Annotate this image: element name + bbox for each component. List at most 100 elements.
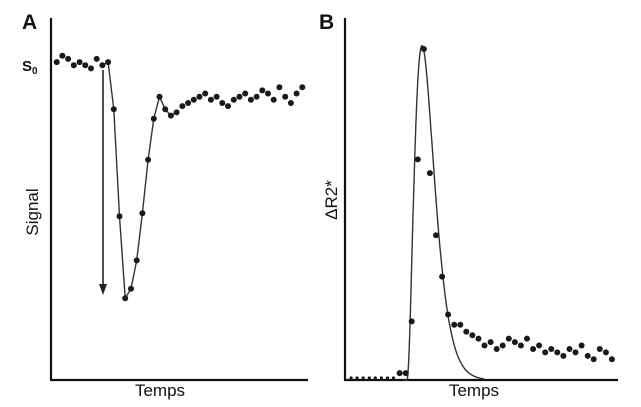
panel-a-data-point (162, 106, 169, 113)
panel-a-data-point (88, 65, 94, 72)
panel-b-data-point (451, 321, 458, 328)
panel-b-data-point (475, 335, 482, 342)
panel-b-data-point (420, 46, 427, 52)
panel-b-data-point (391, 376, 396, 380)
panel-b-data-point (373, 376, 377, 380)
panel-a-data-point (93, 55, 100, 62)
panel-a-data-point (207, 96, 214, 103)
panel-a-data-point (110, 106, 117, 113)
panel-b-data-point (408, 318, 415, 325)
panel-a-data-point (276, 84, 283, 91)
panel-b-letter: B (319, 11, 334, 34)
panel-b-data-point (433, 232, 439, 239)
panel-a-data-point (82, 62, 89, 69)
panel-b-data-point (596, 346, 603, 352)
panel-a-data-point (76, 59, 83, 66)
panel-b-data-point (361, 376, 365, 380)
panel-b-data-point (481, 342, 488, 349)
panel-a-data-point (219, 100, 226, 106)
panel-b-data-point (457, 321, 464, 328)
panel-a-data-point (53, 59, 60, 66)
panel-a-data-point (99, 62, 106, 69)
panel-a-data-point (282, 93, 289, 100)
panel-b-data-point (511, 339, 518, 346)
panel-a-data-point (293, 90, 300, 97)
panel-a-data-point (287, 100, 294, 106)
panel-b-data-point (560, 352, 567, 359)
panel-a-data-points (53, 52, 306, 302)
panel-b-data-point (608, 356, 615, 363)
panel-a-data-point (265, 90, 271, 97)
panel-b-data-point (493, 346, 500, 352)
panel-a-data-point (128, 285, 134, 292)
panel-b-data-point (445, 311, 452, 318)
panel-b-data-point (524, 335, 530, 342)
panel-a-fit-curve (102, 60, 177, 301)
panel-b-data-point (572, 349, 579, 356)
panel-b-data-point (536, 342, 543, 349)
panel-a-letter: A (22, 11, 37, 34)
panel-a-data-point (185, 100, 192, 106)
panel-a-data-point (270, 96, 277, 103)
panel-a-data-point (225, 103, 231, 110)
panel-a-data-point (230, 96, 237, 103)
panel-a-data-point (247, 96, 254, 103)
panel-b-data-point (463, 328, 470, 335)
panel-b-data-point (402, 370, 409, 377)
panel-b-data-point (349, 376, 353, 380)
panel-a-data-point (65, 55, 72, 62)
panel-a-data-point (236, 93, 243, 100)
panel-a-data-point (156, 93, 163, 100)
panel-b-data-point (578, 342, 585, 349)
panel-b-data-point (385, 376, 390, 380)
panel-a-data-point (179, 103, 186, 110)
panel-b-data-point (554, 349, 561, 356)
panel-a-data-point (213, 93, 220, 100)
panel-a-data-point (116, 213, 123, 220)
panel-b-data-points (349, 46, 615, 380)
panel-a-data-point (259, 87, 266, 94)
panel-a-data-point (173, 109, 180, 116)
panel-b-data-point (548, 346, 555, 352)
panel-a-data-point (190, 96, 197, 103)
panel-a-data-point (133, 257, 140, 264)
panel-b-data-point (367, 376, 371, 380)
panel-b-data-point (542, 349, 549, 356)
panel-b-x-axis-label: Temps (449, 381, 499, 400)
panel-a-data-point (59, 52, 66, 59)
panel-a-data-point (242, 90, 249, 97)
panel-a-data-point (145, 156, 152, 163)
panel-b-data-point (487, 339, 494, 346)
panel-a-arrowhead (99, 284, 107, 295)
panel-a-y-axis-label: Signal (23, 188, 42, 235)
panel-a-x-axis-label: Temps (135, 381, 185, 400)
panel-b-data-point (566, 346, 573, 352)
panel-a-s0-subscript: 0 (32, 66, 38, 77)
panel-b-data-point (584, 352, 591, 359)
panel-a-data-point (167, 112, 174, 119)
panel-b-data-point (602, 349, 609, 356)
panel-b-data-point (505, 335, 512, 342)
panel-b-data-point (379, 376, 383, 380)
panel-a-data-point (122, 295, 129, 302)
panel-a-s0-letter: S (22, 58, 32, 75)
panel-b-fit-curve (403, 44, 485, 381)
panel-a-data-point (105, 59, 112, 66)
panel-a: A S0 Signal Temps (22, 11, 308, 400)
panel-a-data-point (299, 84, 306, 91)
panel-b: B ΔR2* Temps (319, 11, 618, 400)
panel-b-data-point (414, 156, 421, 163)
panel-b-data-point (396, 370, 403, 377)
panel-a-data-point (70, 62, 77, 69)
panel-a-data-point (150, 115, 157, 122)
panel-a-data-point (253, 93, 260, 100)
panel-b-data-point (426, 170, 433, 177)
panel-b-data-point (499, 342, 506, 349)
panel-a-data-point (139, 210, 146, 217)
panel-b-data-point (469, 332, 476, 339)
panel-a-data-point (202, 90, 209, 97)
panel-b-data-point (439, 273, 446, 280)
panel-a-data-point (196, 93, 203, 100)
panel-b-data-point (590, 356, 597, 363)
